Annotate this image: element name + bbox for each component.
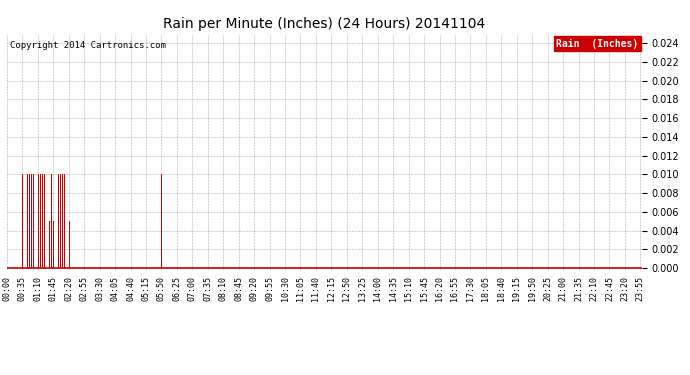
Bar [55, 174, 57, 268]
Bar [31, 174, 32, 268]
Bar [51, 174, 52, 268]
Bar [60, 174, 61, 268]
Bar [42, 174, 43, 268]
Text: Copyright 2014 Cartronics.com: Copyright 2014 Cartronics.com [10, 41, 166, 50]
Bar [22, 174, 23, 268]
Bar [36, 174, 37, 268]
Bar [33, 174, 34, 268]
Bar [58, 174, 59, 268]
Bar [66, 221, 68, 268]
Bar [161, 174, 162, 268]
Bar [69, 221, 70, 268]
Bar [40, 174, 41, 268]
Bar [29, 174, 30, 268]
Title: Rain per Minute (Inches) (24 Hours) 20141104: Rain per Minute (Inches) (24 Hours) 2014… [163, 17, 486, 31]
Bar [47, 221, 48, 268]
Bar [38, 174, 39, 268]
Bar [53, 221, 54, 268]
Bar [49, 221, 50, 268]
Bar [27, 174, 28, 268]
Bar [44, 174, 46, 268]
Bar [62, 174, 63, 268]
Bar [64, 174, 65, 268]
Text: Rain  (Inches): Rain (Inches) [556, 39, 638, 48]
Bar [6, 221, 8, 268]
